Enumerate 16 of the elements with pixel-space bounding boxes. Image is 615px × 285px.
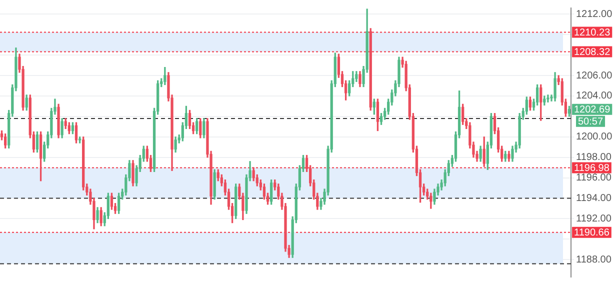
ref-line-label: 1210.23 bbox=[574, 27, 611, 38]
y-tick-label: 1198.00 bbox=[576, 152, 612, 164]
y-tick-label: 1188.00 bbox=[576, 254, 612, 266]
ref-line-label: 1208.32 bbox=[574, 47, 611, 58]
y-tick-label: 1206.00 bbox=[576, 70, 613, 82]
y-tick-label: 1200.00 bbox=[576, 132, 613, 143]
ref-line-label: 1196.98 bbox=[574, 163, 610, 174]
y-tick-label: 1194.00 bbox=[576, 192, 612, 204]
text: 1202.69 bbox=[574, 104, 611, 116]
y-tick-label: 1212.00 bbox=[576, 8, 613, 20]
y-tick-label: 1192.00 bbox=[576, 213, 612, 224]
candlestick bbox=[546, 94, 550, 102]
text: 50:57 bbox=[578, 116, 604, 128]
y-tick-label: 1196.00 bbox=[576, 172, 612, 184]
ref-line-label: 1190.66 bbox=[574, 228, 610, 239]
y-tick-label: 1204.00 bbox=[576, 90, 613, 102]
